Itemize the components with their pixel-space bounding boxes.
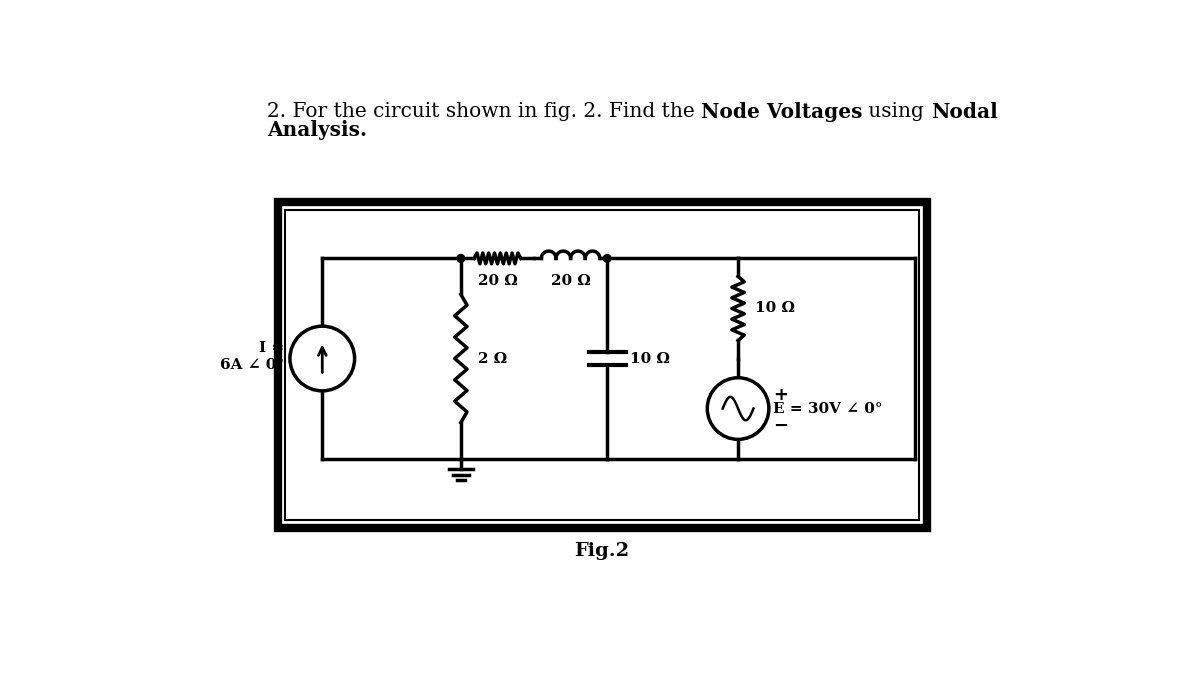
Text: using: using (862, 102, 930, 121)
Text: 6A ∠ 0°: 6A ∠ 0° (219, 358, 284, 373)
Text: −: − (773, 417, 789, 434)
Text: 10 Ω: 10 Ω (755, 302, 795, 315)
Text: Nodal: Nodal (930, 102, 998, 122)
Text: +: + (773, 386, 789, 404)
Text: Fig.2: Fig.2 (574, 542, 629, 560)
Text: 20 Ω: 20 Ω (550, 274, 590, 288)
Text: 2 Ω: 2 Ω (478, 352, 507, 365)
Circle shape (290, 326, 355, 391)
Circle shape (603, 254, 611, 262)
Text: Node Voltages: Node Voltages (701, 102, 862, 122)
Text: 2. For the circuit shown in fig. 2. Find the: 2. For the circuit shown in fig. 2. Find… (267, 102, 701, 121)
Text: I =: I = (259, 341, 284, 355)
Text: Analysis.: Analysis. (267, 120, 367, 140)
Circle shape (707, 378, 769, 439)
Text: E = 30V ∠ 0°: E = 30V ∠ 0° (772, 402, 882, 416)
Text: 10 Ω: 10 Ω (631, 352, 670, 365)
Circle shape (457, 254, 465, 262)
Text: 20 Ω: 20 Ω (477, 274, 517, 288)
